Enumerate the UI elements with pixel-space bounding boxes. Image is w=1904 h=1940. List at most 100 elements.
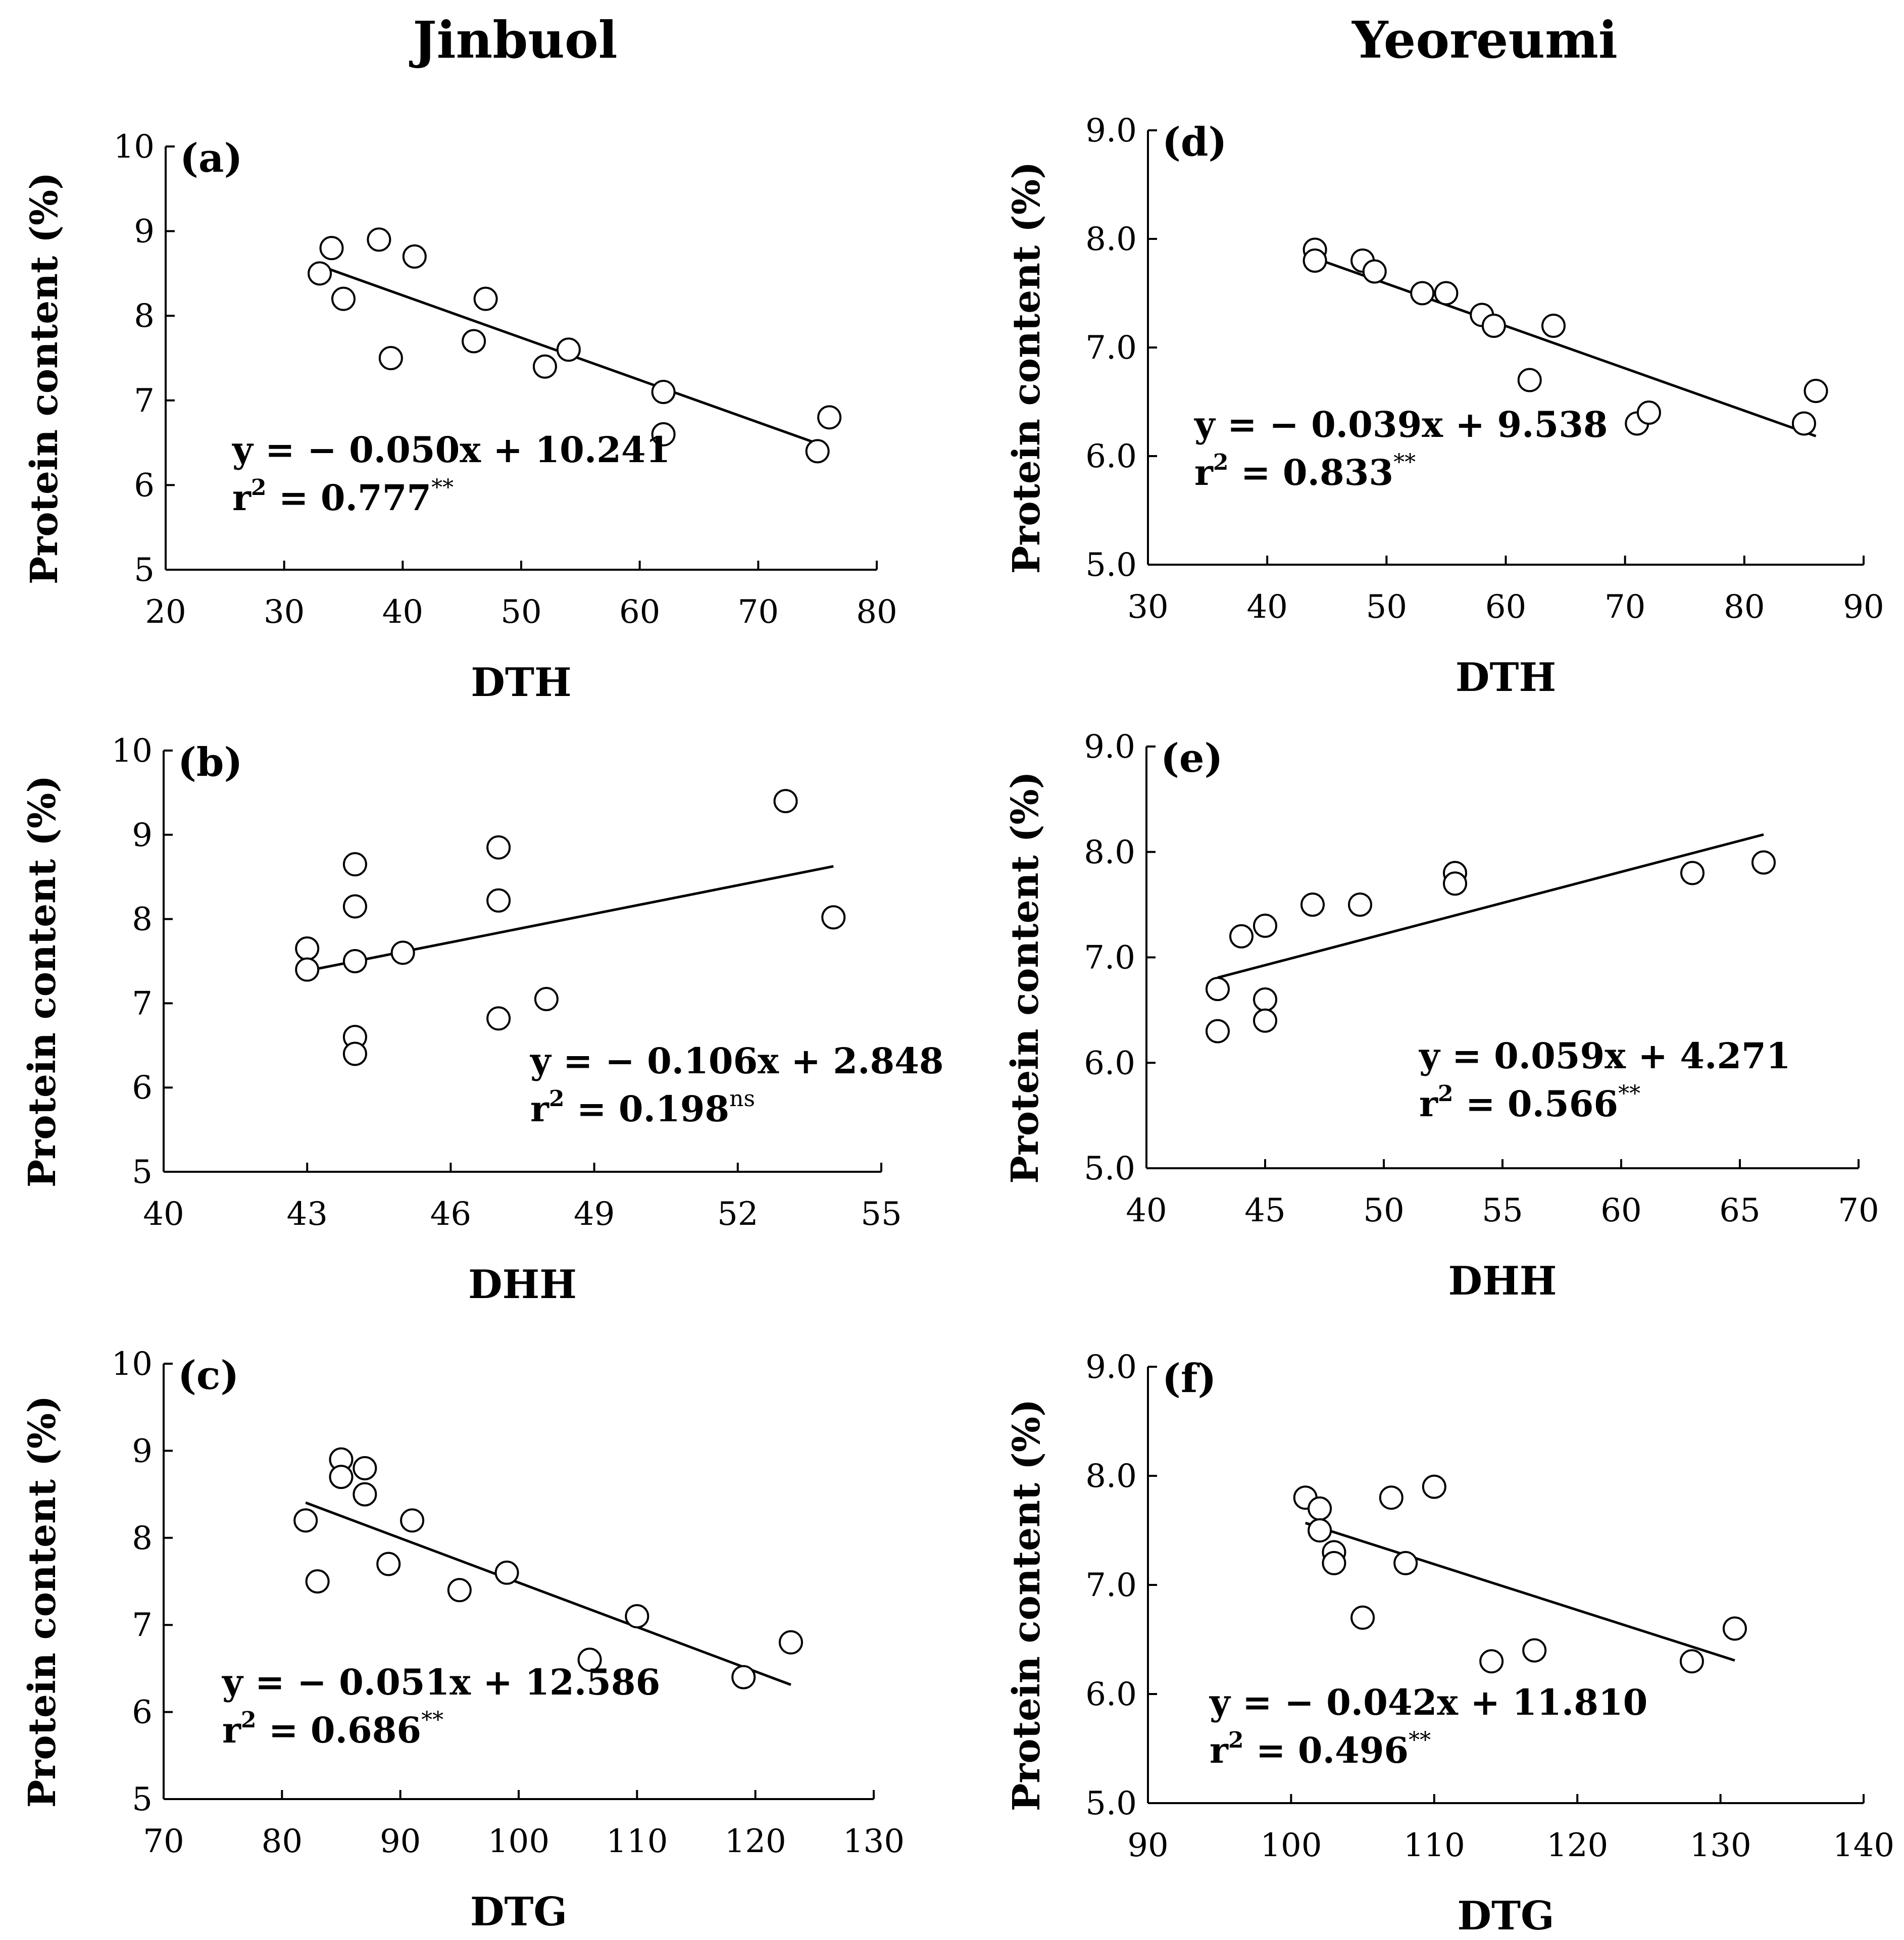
data-point — [773, 789, 798, 814]
x-tick-label: 60 — [1485, 588, 1526, 626]
x-tick-label: 40 — [382, 593, 423, 631]
y-tick-label: 9.0 — [1085, 112, 1137, 150]
y-tick-label: 8 — [132, 1520, 153, 1557]
data-point — [1393, 1551, 1418, 1575]
data-point — [1379, 1485, 1404, 1510]
data-point — [400, 1508, 425, 1533]
regression-equation: y = 0.059x + 4.271 — [1419, 1035, 1791, 1077]
y-tick-label: 5 — [134, 552, 155, 589]
x-tick-label: 70 — [1605, 588, 1645, 626]
data-point — [376, 1552, 401, 1576]
panel-label: (f) — [1162, 1356, 1216, 1402]
x-tick-label: 120 — [725, 1823, 786, 1860]
y-axis-label: Protein content (%) — [21, 775, 64, 1188]
data-point — [1206, 1019, 1230, 1043]
x-tick-label: 80 — [856, 593, 897, 631]
y-tick-label: 10 — [112, 1346, 153, 1383]
data-point — [342, 949, 367, 973]
data-point — [390, 940, 415, 965]
regression-line — [1314, 257, 1817, 437]
data-point — [1322, 1551, 1346, 1575]
x-tick-label: 80 — [262, 1823, 303, 1860]
data-point — [342, 1041, 367, 1066]
data-point — [1253, 913, 1277, 938]
y-axis-label: Protein content (%) — [21, 1396, 64, 1808]
data-point — [1206, 977, 1230, 1002]
data-point — [486, 835, 511, 860]
data-point — [821, 905, 846, 930]
data-point — [1308, 1518, 1332, 1543]
panel-b: 5 6 7 8 9 10 40 43 46 49 52 55 DHH Protein content (%… — [21, 732, 944, 1308]
data-point — [473, 286, 498, 311]
data-point — [625, 1604, 649, 1628]
x-tick-label: 46 — [430, 1196, 471, 1233]
data-point — [1479, 1649, 1504, 1674]
data-point — [1791, 411, 1816, 436]
data-point — [1679, 1649, 1704, 1674]
data-point — [402, 244, 427, 269]
x-tick-label: 80 — [1724, 588, 1765, 626]
significance-mark: ** — [1409, 1727, 1431, 1753]
x-tick-label: 110 — [1404, 1827, 1465, 1864]
x-tick-label: 49 — [574, 1196, 615, 1233]
r-squared-label: r2 = 0.198ns — [530, 1086, 755, 1130]
r-squared-label: r2 = 0.833** — [1194, 450, 1416, 493]
data-point — [353, 1456, 377, 1480]
y-tick-label: 5 — [132, 1154, 153, 1191]
x-axis-label: DTG — [470, 1889, 567, 1935]
x-tick-label: 120 — [1546, 1827, 1608, 1864]
data-point — [1680, 861, 1705, 885]
y-tick-label: 10 — [114, 128, 155, 166]
x-tick-label: 70 — [738, 593, 779, 631]
data-point — [305, 1569, 330, 1594]
x-tick-label: 50 — [1366, 588, 1407, 626]
x-tick-label: 70 — [143, 1823, 184, 1860]
data-point — [1253, 987, 1277, 1012]
y-tick-label: 7 — [134, 382, 155, 420]
y-tick-label: 9.0 — [1084, 728, 1135, 766]
data-point — [295, 936, 320, 961]
y-tick-label: 8.0 — [1084, 834, 1135, 871]
x-tick-label: 43 — [286, 1196, 327, 1233]
data-point — [1229, 924, 1254, 949]
regression-line — [305, 1501, 791, 1686]
y-tick-label: 7.0 — [1084, 939, 1135, 977]
data-point — [486, 888, 511, 913]
significance-mark: ns — [729, 1086, 755, 1112]
y-tick-label: 9 — [132, 817, 153, 854]
data-point — [1517, 368, 1542, 392]
data-point — [378, 346, 403, 370]
r-squared-label: r2 = 0.686** — [222, 1707, 443, 1751]
data-point — [1522, 1638, 1547, 1663]
panel-label: (b) — [178, 739, 242, 785]
x-tick-label: 65 — [1719, 1192, 1760, 1229]
x-axis-label: DTH — [471, 660, 571, 706]
data-point — [651, 380, 676, 405]
y-tick-label: 8 — [134, 297, 155, 335]
data-point — [1302, 248, 1327, 273]
x-tick-label: 55 — [861, 1196, 901, 1233]
x-tick-label: 140 — [1833, 1827, 1894, 1864]
x-axis-label: DTG — [1457, 1893, 1554, 1939]
y-tick-label: 6.0 — [1085, 438, 1137, 475]
panel-d: 5.0 6.0 7.0 8.0 9.0 30 40 50 60 70 80 90 DTH Protein … — [1005, 112, 1884, 701]
data-point — [329, 1465, 354, 1489]
y-tick-label: 9 — [134, 213, 155, 251]
x-axis-label: DHH — [1448, 1258, 1557, 1304]
data-point — [1308, 1496, 1332, 1521]
y-axis-label: Protein content (%) — [23, 172, 66, 585]
data-point — [1803, 379, 1828, 403]
data-point — [494, 1560, 519, 1585]
significance-mark: ** — [1618, 1081, 1640, 1107]
x-tick-label: 90 — [1127, 1827, 1168, 1864]
panel-label: (e) — [1161, 735, 1223, 781]
x-tick-label: 40 — [1126, 1192, 1167, 1229]
x-axis-label: DTH — [1456, 655, 1556, 701]
x-tick-label: 100 — [488, 1823, 549, 1860]
data-point — [778, 1630, 803, 1655]
significance-mark: ** — [431, 475, 454, 501]
y-tick-label: 6 — [132, 1694, 153, 1731]
data-point — [342, 894, 367, 919]
